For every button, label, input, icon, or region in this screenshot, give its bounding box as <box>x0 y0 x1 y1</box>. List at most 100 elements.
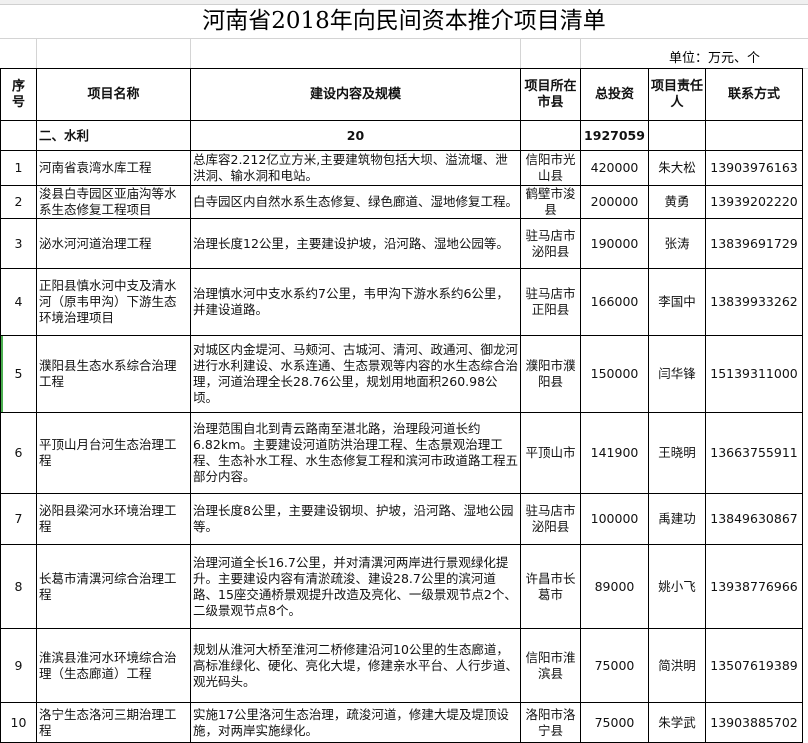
row-content[interactable]: 规划从淮河大桥至淮河二桥修建沿河10公里的生态廊道，高标准绿化、硬化、亮化大堤，… <box>190 628 521 703</box>
project-table: 序号 项目名称 建设内容及规模 项目所在市县 总投资 项目责任人 联系方式 二、… <box>0 68 803 743</box>
row-owner[interactable]: 闫华锋 <box>648 335 706 413</box>
row-owner[interactable]: 张涛 <box>648 218 706 269</box>
row-name[interactable]: 河南省袁湾水库工程 <box>36 150 191 186</box>
row-investment[interactable]: 190000 <box>580 218 649 269</box>
table-row: 3 泌水河河道治理工程 治理长度12公里，主要建设护坡，沿河路、湿地公园等。 驻马店市… <box>0 218 803 269</box>
header-seq[interactable]: 序号 <box>0 68 37 121</box>
row-content[interactable]: 治理河道全长16.7公里，并对清潩河两岸进行景观绿化提升。主要建设内容有清淤疏浚… <box>190 544 521 629</box>
row-content[interactable]: 对城区内金堤河、马颊河、古城河、清河、政通河、御龙河进行水利建设、水系连通、生态… <box>190 335 521 413</box>
row-location[interactable]: 驻马店市泌阳县 <box>520 218 581 269</box>
row-seq[interactable]: 1 <box>0 150 37 186</box>
row-location[interactable]: 濮阳市濮阳县 <box>520 335 581 413</box>
row-investment[interactable]: 75000 <box>580 628 649 703</box>
row-contact[interactable]: 13903976163 <box>705 150 803 186</box>
section-investment[interactable]: 1927059 <box>580 120 649 151</box>
row-owner[interactable]: 李国中 <box>648 268 706 336</box>
row-content[interactable]: 治理慎水河中支水系约7公里，韦甲沟下游水系约6公里，并建设道路。 <box>190 268 521 336</box>
row-location[interactable]: 信阳市光山县 <box>520 150 581 186</box>
row-content[interactable]: 白寺园区内自然水系生态修复、绿色廊道、湿地修复工程。 <box>190 185 521 219</box>
row-contact[interactable]: 13663755911 <box>705 412 803 494</box>
row-contact[interactable]: 15139311000 <box>705 335 803 413</box>
header-contact[interactable]: 联系方式 <box>705 68 803 121</box>
row-content[interactable]: 治理范围自北到青云路南至湛北路，治理段河道长约6.82km。主要建设河道防洪治理… <box>190 412 521 494</box>
gridline <box>190 39 191 68</box>
row-contact[interactable]: 13903885702 <box>705 702 803 743</box>
row-seq[interactable]: 10 <box>0 702 37 743</box>
row-owner[interactable]: 姚小飞 <box>648 544 706 629</box>
row-contact[interactable]: 13849630867 <box>705 493 803 545</box>
row-name[interactable]: 平顶山月台河生态治理工程 <box>36 412 191 494</box>
row-seq[interactable]: 6 <box>0 412 37 494</box>
row-investment[interactable]: 100000 <box>580 493 649 545</box>
gridline <box>36 39 37 68</box>
unit-label[interactable]: 单位：万元、个 <box>668 51 760 66</box>
row-investment[interactable]: 200000 <box>580 185 649 219</box>
row-content[interactable]: 治理长度8公里，主要建设钢坝、护坡，沿河路、湿地公园等。 <box>190 493 521 545</box>
header-content[interactable]: 建设内容及规模 <box>190 68 521 121</box>
row-investment[interactable]: 150000 <box>580 335 649 413</box>
row-investment[interactable]: 420000 <box>580 150 649 186</box>
row-owner[interactable]: 简洪明 <box>648 628 706 703</box>
row-name[interactable]: 正阳县慎水河中支及清水河（原韦甲沟）下游生态环境治理项目 <box>36 268 191 336</box>
row-content[interactable]: 实施17公里洛河生态治理，疏浚河道，修建大堤及堤顶设施，对两岸实施绿化。 <box>190 702 521 743</box>
row-owner[interactable]: 禹建功 <box>648 493 706 545</box>
table-row: 8 长葛市清潩河综合治理工程 治理河道全长16.7公里，并对清潩河两岸进行景观绿化提… <box>0 544 803 629</box>
row-owner[interactable]: 黄勇 <box>648 185 706 219</box>
row-name[interactable]: 洛宁生态洛河三期治理工程 <box>36 702 191 743</box>
cell[interactable] <box>0 120 37 151</box>
sheet-title[interactable]: 河南省2018年向民间资本推介项目清单 <box>0 4 808 39</box>
row-seq[interactable]: 7 <box>0 493 37 545</box>
row-seq[interactable]: 4 <box>0 268 37 336</box>
gridline <box>520 39 521 68</box>
row-location[interactable]: 驻马店市正阳县 <box>520 268 581 336</box>
row-investment[interactable]: 141900 <box>580 412 649 494</box>
row-name[interactable]: 濮阳县生态水系综合治理工程 <box>36 335 191 413</box>
row-location[interactable]: 驻马店市泌阳县 <box>520 493 581 545</box>
cell[interactable] <box>520 120 581 151</box>
table-row: 7 泌阳县梁河水环境治理工程 治理长度8公里，主要建设钢坝、护坡，沿河路、湿地公园等… <box>0 493 803 545</box>
header-investment[interactable]: 总投资 <box>580 68 649 121</box>
row-owner[interactable]: 朱学武 <box>648 702 706 743</box>
row-name[interactable]: 淮滨县淮河水环境综合治理（生态廊道）工程 <box>36 628 191 703</box>
table-row: 6 平顶山月台河生态治理工程 治理范围自北到青云路南至湛北路，治理段河道长约6.82… <box>0 412 803 494</box>
row-seq[interactable]: 2 <box>0 185 37 219</box>
row-location[interactable]: 平顶山市 <box>520 412 581 494</box>
row-investment[interactable]: 89000 <box>580 544 649 629</box>
unit-row: 单位：万元、个 <box>0 39 808 69</box>
row-name[interactable]: 长葛市清潩河综合治理工程 <box>36 544 191 629</box>
row-contact[interactable]: 13839691729 <box>705 218 803 269</box>
row-seq[interactable]: 5 <box>0 335 37 413</box>
section-row: 二、水利 20 1927059 <box>0 120 803 151</box>
section-label[interactable]: 二、水利 <box>36 120 191 151</box>
row-owner[interactable]: 朱大松 <box>648 150 706 186</box>
row-name[interactable]: 泌阳县梁河水环境治理工程 <box>36 493 191 545</box>
row-location[interactable]: 信阳市淮滨县 <box>520 628 581 703</box>
table-row: 1 河南省袁湾水库工程 总库容2.212亿立方米,主要建筑物包括大坝、溢流堰、泄洪洞… <box>0 150 803 186</box>
cell[interactable] <box>648 120 706 151</box>
header-location[interactable]: 项目所在市县 <box>520 68 581 121</box>
row-contact[interactable]: 13839933262 <box>705 268 803 336</box>
row-contact[interactable]: 13939202220 <box>705 185 803 219</box>
header-row: 序号 项目名称 建设内容及规模 项目所在市县 总投资 项目责任人 联系方式 <box>0 68 803 121</box>
row-name[interactable]: 浚县白寺园区亚庙沟等水系生态修复工程项目 <box>36 185 191 219</box>
gridline <box>580 39 581 68</box>
row-seq[interactable]: 8 <box>0 544 37 629</box>
row-location[interactable]: 鹤壁市浚县 <box>520 185 581 219</box>
header-name[interactable]: 项目名称 <box>36 68 191 121</box>
section-count[interactable]: 20 <box>190 120 521 151</box>
cell[interactable] <box>705 120 803 151</box>
row-name[interactable]: 泌水河河道治理工程 <box>36 218 191 269</box>
row-content[interactable]: 总库容2.212亿立方米,主要建筑物包括大坝、溢流堰、泄洪洞、输水洞和电站。 <box>190 150 521 186</box>
row-seq[interactable]: 3 <box>0 218 37 269</box>
table-row: 5 濮阳县生态水系综合治理工程 对城区内金堤河、马颊河、古城河、清河、政通河、御龙河… <box>0 335 803 413</box>
row-contact[interactable]: 13507619389 <box>705 628 803 703</box>
row-location[interactable]: 许昌市长葛市 <box>520 544 581 629</box>
row-seq[interactable]: 9 <box>0 628 37 703</box>
table-row: 4 正阳县慎水河中支及清水河（原韦甲沟）下游生态环境治理项目 治理慎水河中支水系约7… <box>0 268 803 336</box>
table-row: 2 浚县白寺园区亚庙沟等水系生态修复工程项目 白寺园区内自然水系生态修复、绿色廊道、… <box>0 185 803 219</box>
row-contact[interactable]: 13938776966 <box>705 544 803 629</box>
row-content[interactable]: 治理长度12公里，主要建设护坡，沿河路、湿地公园等。 <box>190 218 521 269</box>
row-investment[interactable]: 166000 <box>580 268 649 336</box>
header-owner[interactable]: 项目责任人 <box>648 68 706 121</box>
row-owner[interactable]: 王晓明 <box>648 412 706 494</box>
